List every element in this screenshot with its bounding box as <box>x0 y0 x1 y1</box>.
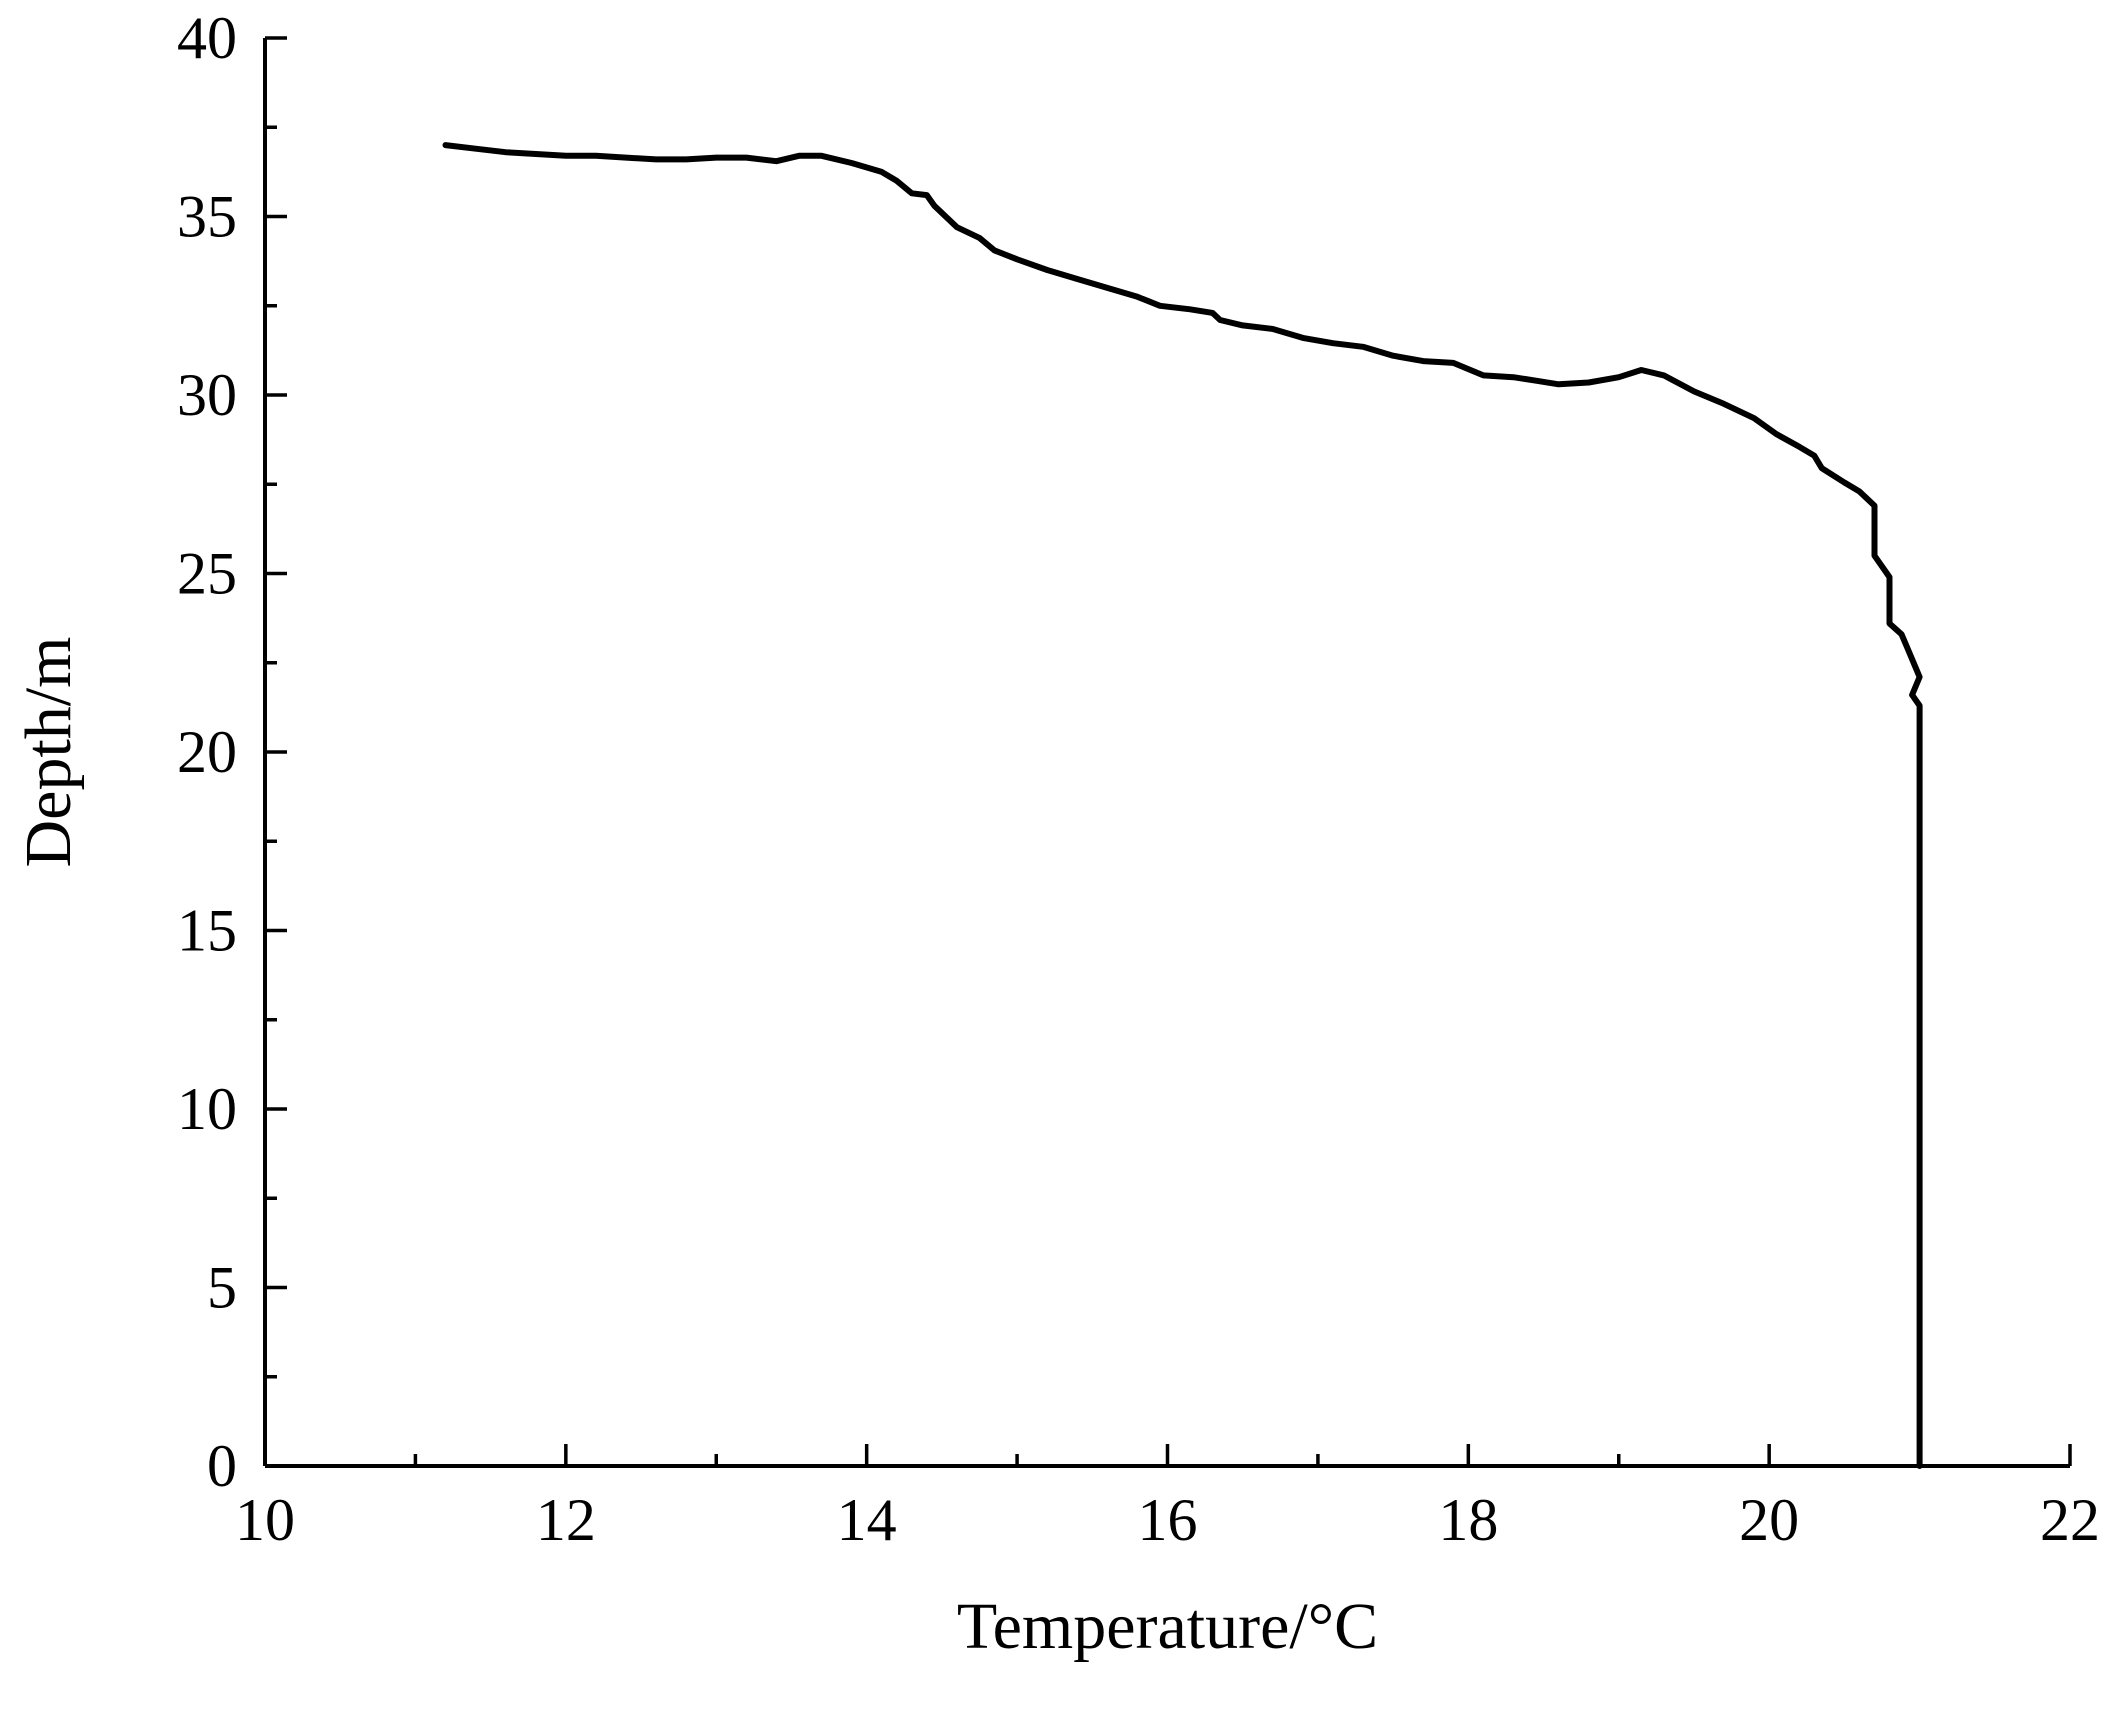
x-tick-label: 10 <box>235 1487 295 1553</box>
x-tick-label: 14 <box>837 1487 897 1553</box>
y-tick-label: 35 <box>177 184 237 250</box>
y-tick-label: 10 <box>177 1076 237 1142</box>
ticks <box>263 36 2072 1468</box>
tick-labels: 10 12 14 16 18 20 22 0 5 10 15 20 25 30 35 40 <box>177 5 2100 1553</box>
y-tick-label: 0 <box>207 1433 237 1499</box>
axes <box>263 38 2070 1468</box>
x-tick-label: 12 <box>536 1487 596 1553</box>
temperature-depth-line <box>442 142 1923 1469</box>
y-tick-label: 15 <box>177 898 237 964</box>
y-tick-label: 40 <box>177 5 237 71</box>
y-tick-label: 30 <box>177 362 237 428</box>
x-tick-label: 22 <box>2040 1487 2100 1553</box>
x-tick-label: 16 <box>1138 1487 1198 1553</box>
y-axis-title: Depth/m <box>12 637 85 868</box>
x-tick-label: 18 <box>1438 1487 1498 1553</box>
y-tick-label: 25 <box>177 541 237 607</box>
y-tick-label: 20 <box>177 719 237 785</box>
x-tick-label: 20 <box>1739 1487 1799 1553</box>
x-axis-title: Temperature/°C <box>957 1590 1378 1663</box>
y-tick-label: 5 <box>207 1255 237 1321</box>
